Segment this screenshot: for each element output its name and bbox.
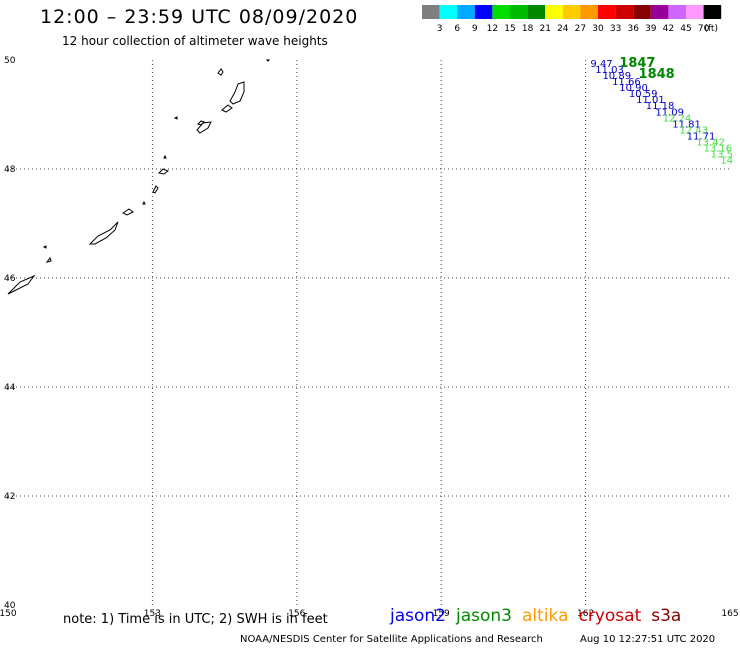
colorbar-label: 39: [645, 24, 657, 34]
colorbar-label: 3: [437, 24, 443, 34]
lat-tick-label: 50: [4, 56, 16, 66]
colorbar-swatch: [562, 5, 581, 19]
lon-tick-label: 165: [721, 609, 738, 619]
swh-value-label: 10.89: [602, 71, 631, 82]
satellite-altika: altika: [522, 606, 569, 626]
pass-time-label: 1848: [639, 67, 675, 82]
lat-tick-label: 40: [4, 601, 16, 611]
wave-height-observations: 9.4711.0310.8911.6610.9010.5911.0111.181…: [590, 56, 733, 166]
generated-timestamp: Aug 10 12:27:51 UTC 2020: [580, 634, 716, 645]
swh-value-label: 13.16: [704, 144, 733, 155]
colorbar-unit: (ft): [704, 24, 718, 34]
swh-value-label: 13.5: [711, 150, 733, 161]
colorbar-swatch: [668, 5, 686, 19]
axis-tick-labels: 150 153 156 159 162 165 50 48 46 44 42 40: [0, 56, 739, 619]
lat-tick-label: 48: [4, 165, 16, 175]
satellite-jason3: jason3: [456, 606, 512, 626]
colorbar-label: 30: [592, 24, 604, 34]
colorbar-label: 24: [557, 24, 569, 34]
swh-value-label: 11.66: [612, 77, 641, 88]
satellite-s3a: s3a: [651, 606, 682, 626]
colorbar-label: 12: [487, 24, 498, 34]
colorbar-swatch: [527, 5, 546, 19]
colorbar-swatch: [457, 5, 475, 19]
colorbar-label: 9: [472, 24, 478, 34]
swh-value-label: 10.90: [619, 83, 648, 94]
colorbar-label: 45: [680, 24, 691, 34]
page-title: 12:00 – 23:59 UTC 08/09/2020: [40, 6, 359, 28]
swh-value-label: 11.03: [595, 65, 624, 76]
colorbar-swatch: [686, 5, 704, 19]
colorbar-swatch: [492, 5, 510, 19]
colorbar-swatch: [474, 5, 493, 19]
swh-value-label: 12.43: [679, 126, 708, 137]
swh-value-label: 11.01: [636, 95, 665, 106]
colorbar-label: 36: [627, 24, 639, 34]
swh-value-label: 13.42: [696, 138, 725, 149]
lat-tick-label: 46: [4, 274, 16, 284]
map-grid: [8, 60, 730, 605]
colorbar-swatch: [598, 5, 616, 19]
swh-value-label: 11.09: [655, 108, 684, 119]
satellite-cryosat: cryosat: [578, 606, 642, 626]
swh-value-label: 10.59: [629, 89, 658, 100]
colorbar-swatch: [703, 5, 722, 19]
coastline-kuril-islands: [7, 59, 271, 295]
swh-value-label: 11.71: [687, 132, 716, 143]
lat-tick-label: 42: [4, 492, 15, 502]
swh-value-label: 11.18: [646, 101, 675, 112]
swh-value-label: 11.81: [672, 120, 701, 131]
colorbar-swatch: [633, 5, 651, 19]
lat-tick-label: 44: [4, 383, 16, 393]
lon-tick-label: 159: [433, 609, 450, 619]
satellite-jason2: jason2: [390, 606, 446, 626]
credit-text: NOAA/NESDIS Center for Satellite Applica…: [240, 634, 543, 645]
colorbar-label: 18: [522, 24, 534, 34]
page-subtitle: 12 hour collection of altimeter wave hei…: [62, 34, 328, 48]
colorbar-label: 27: [575, 24, 586, 34]
lon-tick-label: 162: [577, 609, 594, 619]
colorbar-swatch: [580, 5, 598, 19]
colorbar-label: 33: [610, 24, 621, 34]
colorbar-label: 15: [504, 24, 515, 34]
lon-tick-label: 153: [144, 609, 161, 619]
wave-height-colorbar: 3 6 9 12 15 18 21 24 27 30 33 36 39 42 45 70(ft): [422, 5, 722, 34]
swh-value-label: 9.47: [590, 59, 612, 70]
colorbar-label: 70: [698, 24, 710, 34]
swh-value-label: 12.24: [663, 114, 692, 125]
pass-time-label: 1847: [619, 56, 655, 71]
colorbar-label: 42: [663, 24, 674, 34]
units-note: note: 1) Time is in UTC; 2) SWH is in fe…: [63, 612, 328, 627]
colorbar-swatch: [615, 5, 634, 19]
colorbar-label: 21: [539, 24, 550, 34]
colorbar-label: 6: [454, 24, 460, 34]
lon-tick-label: 150: [0, 609, 17, 619]
colorbar-swatch: [545, 5, 563, 19]
colorbar-swatch: [650, 5, 669, 19]
colorbar-swatch: [510, 5, 528, 19]
swh-value-label: 14: [720, 156, 733, 167]
colorbar-swatch: [439, 5, 458, 19]
satellite-legend: jason2 jason3 altika cryosat s3a: [390, 606, 691, 626]
colorbar-swatch: [422, 5, 440, 19]
lon-tick-label: 156: [288, 609, 305, 619]
